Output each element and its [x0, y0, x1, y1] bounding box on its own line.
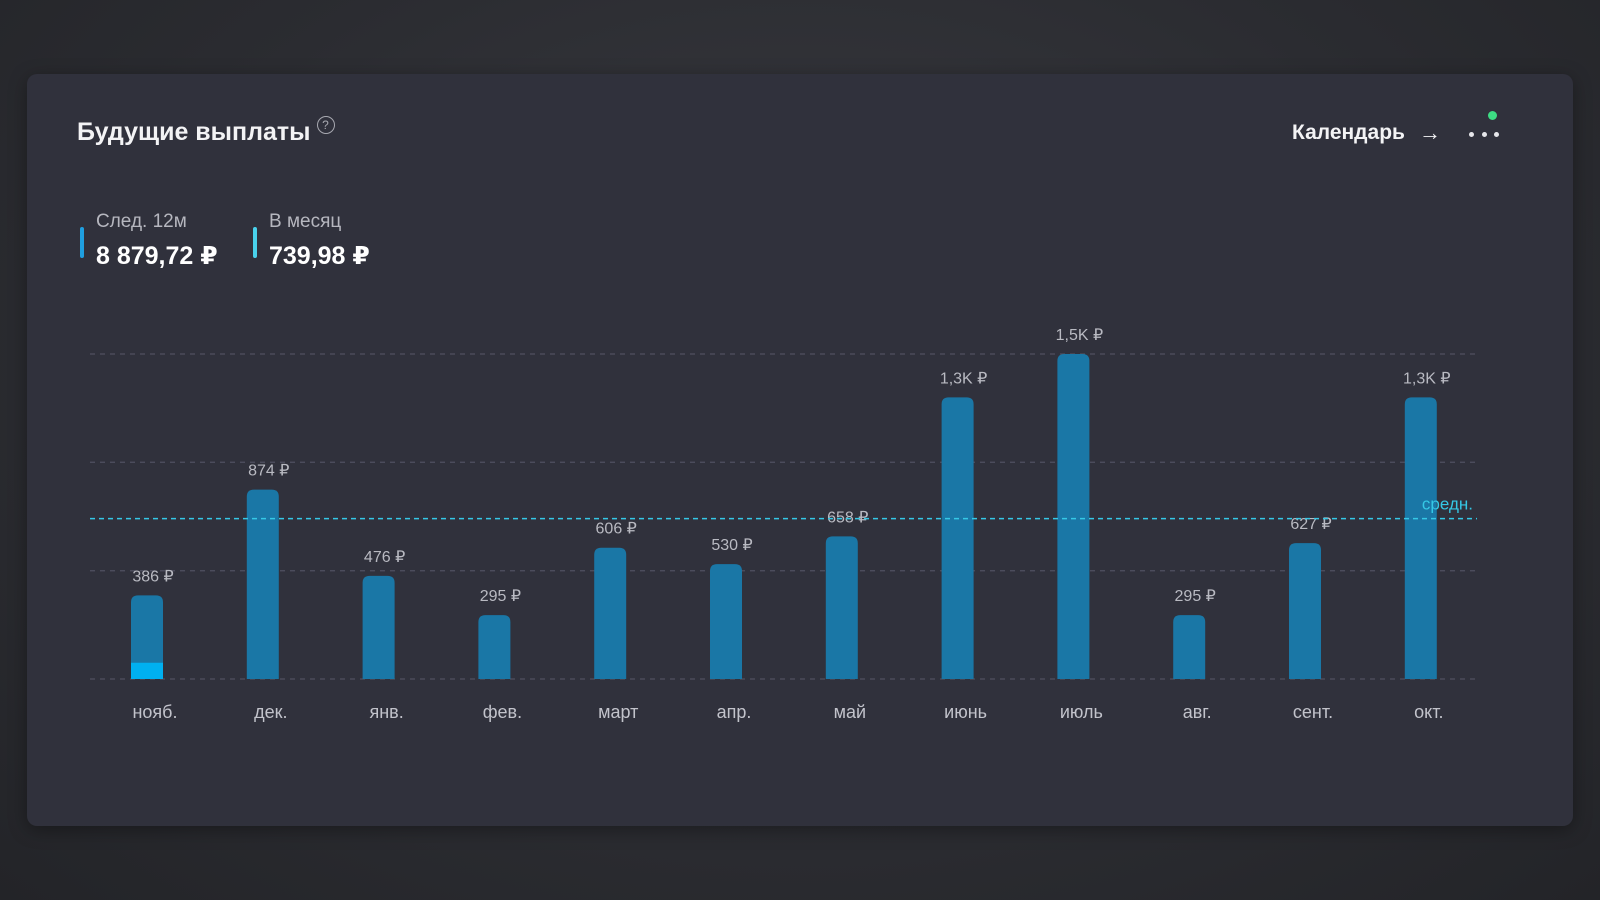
- bar-value-label: 530 ₽: [711, 537, 752, 554]
- bar-value-label: 606 ₽: [596, 521, 637, 538]
- bar-4: [478, 615, 511, 679]
- x-tick-label: июль: [1060, 702, 1103, 722]
- stat-value: 739,98 ₽: [269, 242, 370, 270]
- title-text: Будущие выплаты: [77, 118, 311, 146]
- calendar-label: Календарь: [1292, 121, 1405, 144]
- x-tick-label: июнь: [944, 702, 987, 722]
- more-dot-icon: [1481, 131, 1487, 137]
- x-tick-label: март: [598, 702, 638, 722]
- arrow-right-icon: →: [1418, 120, 1441, 145]
- average-label: средн.: [1422, 495, 1473, 514]
- bar-9: [1057, 354, 1090, 679]
- bar-7: [825, 536, 858, 679]
- bar-1: [131, 595, 163, 679]
- card-title: Будущие выплаты ?: [77, 116, 335, 147]
- stat-label: В месяц: [269, 211, 342, 232]
- bar-10: [1173, 615, 1206, 679]
- help-icon[interactable]: ?: [316, 116, 335, 134]
- x-tick-label: сент.: [1293, 702, 1333, 722]
- bar-paid-portion: [131, 662, 163, 679]
- bar-value-label: 476 ₽: [364, 549, 405, 566]
- bar-11: [1289, 543, 1321, 679]
- stat-value: 8 879,72 ₽: [96, 242, 218, 270]
- bar-value-label: 295 ₽: [1175, 588, 1216, 605]
- more-dot-icon: [1494, 131, 1499, 137]
- bar-12: [1404, 397, 1437, 679]
- bar-value-label: 1,5K ₽: [1056, 327, 1104, 344]
- x-tick-label: апр.: [717, 702, 752, 722]
- x-tick-label: авг.: [1183, 702, 1212, 722]
- stat-color-marker: [80, 227, 84, 258]
- x-tick-label: янв.: [369, 702, 403, 722]
- notification-dot-icon: [1488, 111, 1497, 120]
- bar-value-label: 1,3K ₽: [1403, 370, 1451, 387]
- bar-6: [710, 564, 742, 679]
- x-tick-label: окт.: [1414, 702, 1443, 722]
- bar-value-label: 1,3K ₽: [940, 370, 988, 387]
- more-options-button[interactable]: [1469, 126, 1499, 142]
- stat-label: След. 12м: [96, 211, 187, 232]
- future-payouts-card: Будущие выплаты ? Календарь → След. 12м …: [27, 74, 1573, 826]
- x-tick-label: май: [834, 702, 866, 722]
- bar-3: [362, 575, 395, 679]
- bar-value-label: 627 ₽: [1290, 516, 1331, 533]
- bar-value-label: 386 ₽: [132, 568, 173, 585]
- x-tick-label: дек.: [254, 702, 287, 722]
- calendar-link[interactable]: Календарь →: [1292, 120, 1441, 146]
- x-tick-label: фев.: [483, 702, 522, 722]
- bar-5: [594, 547, 627, 679]
- bar-value-label: 874 ₽: [248, 463, 289, 480]
- stat-color-marker: [253, 227, 257, 258]
- bar-value-label: 295 ₽: [480, 588, 521, 605]
- more-dot-icon: [1469, 131, 1474, 137]
- payout-bar-chart: 386 ₽ нояб. 874 ₽ дек. 476 ₽ янв. 295 ₽ фев. 606…: [90, 327, 1477, 722]
- bar-8: [941, 397, 974, 679]
- x-tick-label: нояб.: [132, 702, 177, 722]
- bar-2: [246, 489, 279, 679]
